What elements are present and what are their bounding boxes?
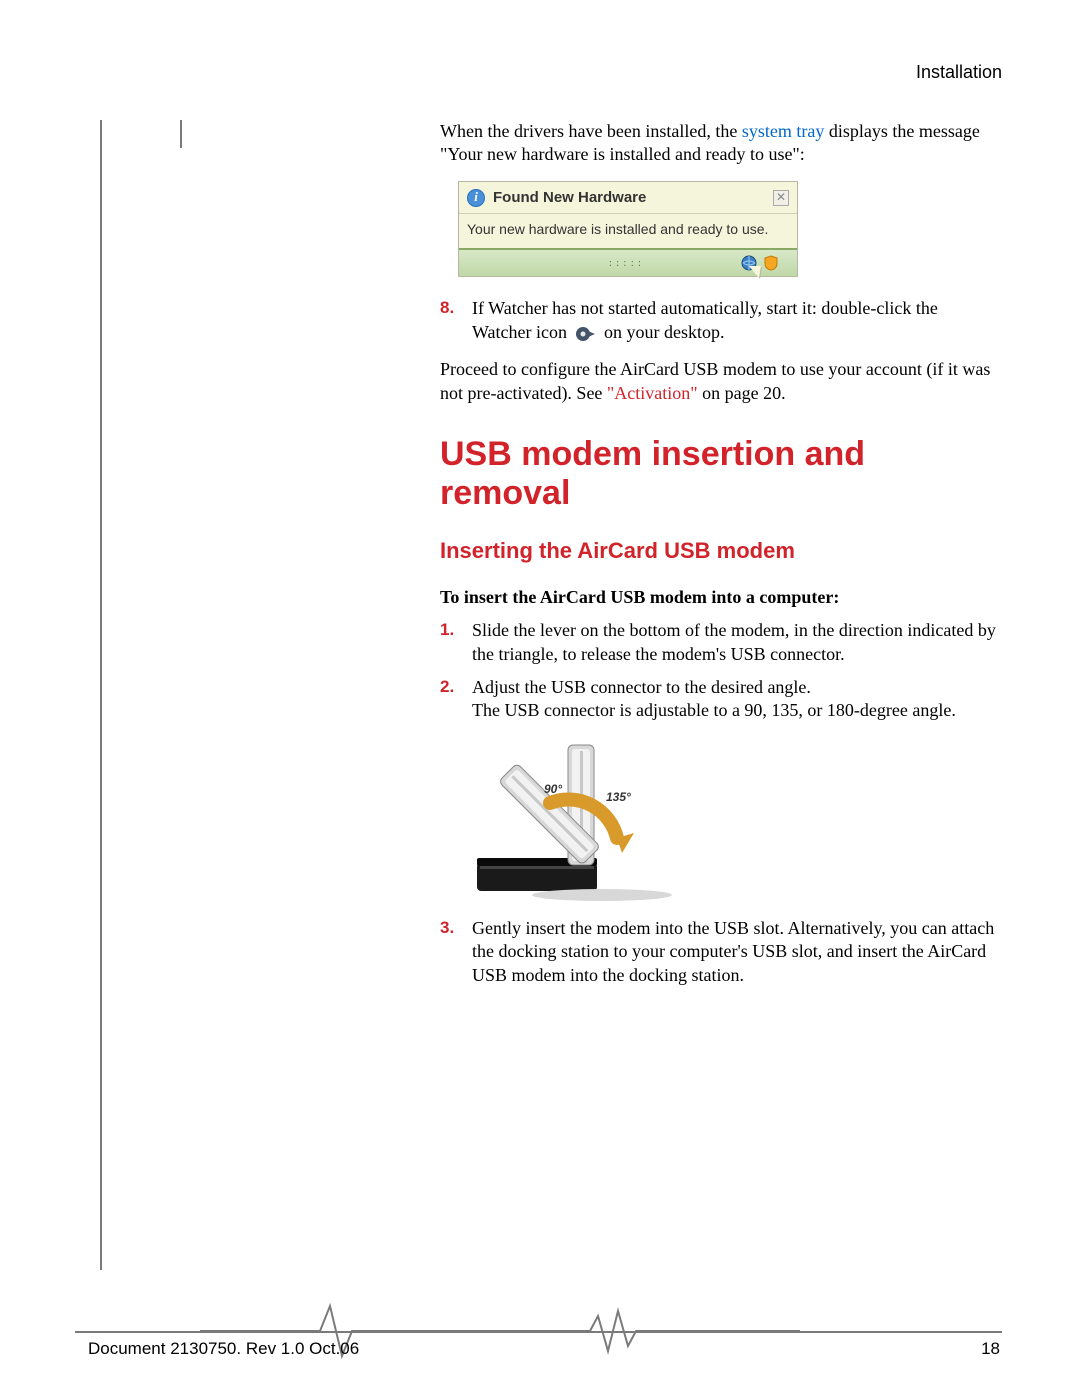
step-number: 8. <box>440 297 462 344</box>
step-body: Slide the lever on the bottom of the mod… <box>472 619 1000 666</box>
step-number: 1. <box>440 619 462 666</box>
step-body: If Watcher has not started automatically… <box>472 297 1000 344</box>
system-tray-link[interactable]: system tray <box>742 121 825 141</box>
heading-2: Inserting the AirCard USB modem <box>440 537 1000 566</box>
step-3: 3. Gently insert the modem into the USB … <box>440 917 1000 987</box>
step2-extra: The USB connector is adjustable to a 90,… <box>472 699 1000 722</box>
intro-paragraph: When the drivers have been installed, th… <box>440 120 1000 167</box>
balloon-tail <box>749 266 761 278</box>
found-hardware-balloon: i Found New Hardware ✕ Your new hardware… <box>458 181 798 278</box>
step-number: 3. <box>440 917 462 987</box>
step-body: Adjust the USB connector to the desired … <box>472 676 1000 723</box>
document-page: Installation When the drivers have been … <box>0 0 1080 1397</box>
step-body: Gently insert the modem into the USB slo… <box>472 917 1000 987</box>
modem-angle-figure: 90° 135° <box>472 733 692 903</box>
taskbar-strip: : : : : : <box>459 248 797 276</box>
margin-rule-short <box>180 120 182 148</box>
footer-page-number: 18 <box>981 1339 1000 1359</box>
step8-after: on your desktop. <box>600 322 725 342</box>
step-1: 1. Slide the lever on the bottom of the … <box>440 619 1000 666</box>
angle-90-label: 90° <box>544 782 562 796</box>
footer-doc-info: Document 2130750. Rev 1.0 Oct.06 <box>88 1339 359 1359</box>
activation-link[interactable]: "Activation" <box>607 383 698 403</box>
margin-rule-left <box>100 120 102 1270</box>
bold-instruction: To insert the AirCard USB modem into a c… <box>440 586 1000 609</box>
heading-1: USB modem insertion and removal <box>440 435 1000 513</box>
header-section-label: Installation <box>916 62 1002 83</box>
step-number: 2. <box>440 676 462 723</box>
step-8: 8. If Watcher has not started automatica… <box>440 297 1000 344</box>
main-content: When the drivers have been installed, th… <box>440 120 1000 997</box>
balloon-header: i Found New Hardware ✕ <box>459 182 797 215</box>
tray-shield-icon <box>763 255 779 271</box>
proceed-paragraph: Proceed to configure the AirCard USB mod… <box>440 358 1000 405</box>
step2-text: Adjust the USB connector to the desired … <box>472 676 1000 699</box>
intro-text-before: When the drivers have been installed, th… <box>440 121 742 141</box>
close-icon[interactable]: ✕ <box>773 190 789 206</box>
footer-rule <box>75 1331 1002 1333</box>
info-icon: i <box>467 189 485 207</box>
proceed-after: on page 20. <box>698 383 786 403</box>
balloon-body: Your new hardware is installed and ready… <box>459 214 797 248</box>
watcher-icon <box>575 325 597 343</box>
page-footer: Document 2130750. Rev 1.0 Oct.06 18 <box>0 1301 1080 1361</box>
balloon-title: Found New Hardware <box>493 188 765 208</box>
angle-135-label: 135° <box>606 790 631 804</box>
taskbar-grip: : : : : : <box>609 257 642 270</box>
step-2: 2. Adjust the USB connector to the desir… <box>440 676 1000 723</box>
